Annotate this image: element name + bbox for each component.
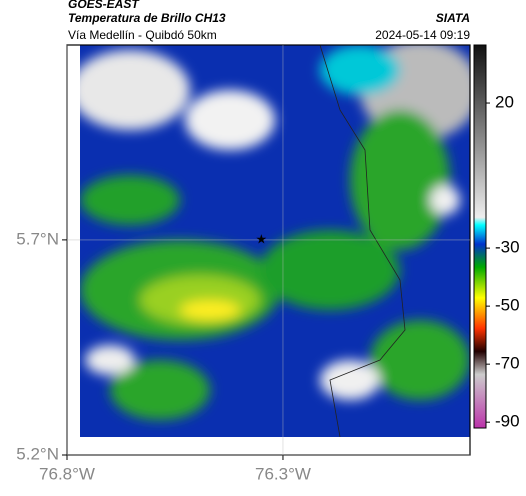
colorbar-tick-label: -90: [495, 412, 520, 431]
location-marker: ★: [256, 231, 268, 246]
colorbar: [473, 44, 487, 429]
y-tick-label: 5.2°N: [16, 444, 59, 463]
y-tick-label: 5.7°N: [16, 229, 59, 248]
subtitle: Vía Medellín - Quibdó 50km: [68, 28, 217, 42]
x-tick-label: 76.3°W: [255, 464, 311, 483]
x-tick-label: 76.8°W: [39, 464, 95, 483]
satellite-image: [80, 45, 470, 437]
colorbar-tick-label: -30: [495, 238, 520, 257]
colorbar-tick-label: -50: [495, 296, 520, 315]
title: Temperatura de Brillo CH13: [68, 11, 226, 25]
colorbar-tick-label: 20: [495, 93, 514, 112]
product: GOES-EAST: [68, 0, 140, 11]
source: SIATA: [436, 11, 470, 25]
datetime: 2024-05-14 09:19: [375, 28, 470, 42]
colorbar-tick-label: -70: [495, 354, 520, 373]
